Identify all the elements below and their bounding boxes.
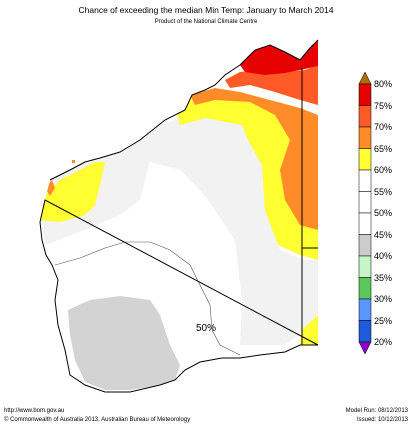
legend-swatch (358, 234, 372, 257)
legend-swatch (358, 298, 372, 321)
legend-swatch (358, 277, 372, 300)
legend-swatch (358, 126, 372, 149)
map-subtitle: Product of the National Climate Centre (154, 19, 258, 25)
legend-top-arrow (358, 71, 372, 85)
legend-label: 65% (374, 143, 393, 154)
footer-url: http://www.bom.gov.au (4, 408, 65, 414)
legend-label: 60% (374, 165, 393, 175)
legend-label: 70% (374, 122, 393, 132)
legend-label: 80% (374, 79, 393, 89)
map-title: Chance of exceeding the median Min Temp:… (78, 5, 334, 15)
legend-swatch (358, 255, 372, 278)
band-70-west (45, 180, 55, 196)
coastline (39, 39, 319, 393)
footer-copyright: © Commonwealth of Australia 2013, Austra… (4, 417, 191, 423)
legend-label: 40% (374, 251, 393, 261)
band-55 (40, 115, 318, 345)
band-75 (225, 65, 318, 105)
legend-label: 75% (374, 100, 393, 111)
legend-label: 30% (374, 294, 393, 304)
legend-label: 55% (374, 186, 393, 197)
footer-issued: Issued: 10/12/2013 (356, 417, 408, 423)
legend-swatch (358, 105, 372, 128)
contour-50 (54, 241, 241, 356)
island (72, 160, 75, 163)
band-60-west (40, 162, 105, 222)
legend-swatch (358, 148, 372, 171)
legend-label: 35% (374, 272, 393, 283)
legend-swatch (358, 169, 372, 192)
legend-swatch (358, 83, 372, 106)
map-annotation-50: 50% (196, 323, 216, 334)
legend-swatch (358, 320, 372, 343)
legend-swatch (358, 191, 372, 214)
legend (358, 71, 372, 355)
band-40 (68, 296, 180, 390)
band-70 (190, 88, 318, 230)
legend-label: 50% (374, 208, 393, 218)
legend-label: 25% (374, 315, 393, 326)
legend-swatch (358, 212, 372, 235)
legend-bottom-arrow (358, 341, 372, 355)
footer-left: http://www.bom.gov.au © Commonwealth of … (4, 407, 190, 425)
legend-label: 20% (374, 337, 393, 347)
band-60 (175, 95, 318, 260)
footer-model-run: Model Run: 08/12/2013 (345, 408, 408, 414)
footer-right: Model Run: 08/12/2013 Issued: 10/12/2013 (346, 407, 408, 425)
legend-label: 45% (374, 229, 393, 240)
